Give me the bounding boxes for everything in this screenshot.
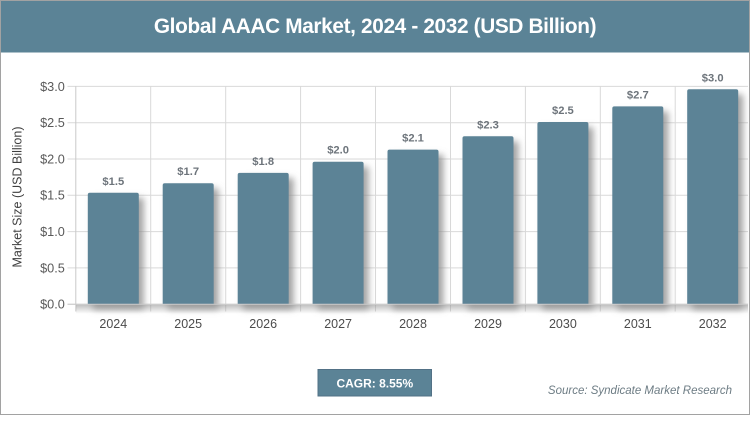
svg-text:2026: 2026 (249, 317, 277, 331)
svg-text:$2.5: $2.5 (40, 116, 65, 130)
svg-text:2030: 2030 (549, 317, 577, 331)
svg-text:$0.0: $0.0 (40, 298, 65, 312)
svg-text:$2.5: $2.5 (552, 105, 574, 117)
svg-text:2024: 2024 (99, 317, 127, 331)
svg-text:$1.5: $1.5 (40, 189, 65, 203)
svg-text:$1.5: $1.5 (102, 176, 124, 188)
svg-text:$3.0: $3.0 (702, 72, 724, 84)
svg-text:$1.7: $1.7 (177, 166, 199, 178)
svg-text:CAGR: 8.55%: CAGR: 8.55% (336, 377, 413, 391)
svg-text:2027: 2027 (324, 317, 352, 331)
svg-text:$3.0: $3.0 (40, 80, 65, 94)
svg-text:$0.5: $0.5 (40, 261, 65, 275)
svg-text:$2.7: $2.7 (627, 89, 649, 101)
svg-text:$1.0: $1.0 (40, 225, 65, 239)
svg-text:$2.1: $2.1 (402, 133, 424, 145)
svg-text:$2.0: $2.0 (40, 152, 65, 166)
svg-text:Source: Syndicate Market Resea: Source: Syndicate Market Research (548, 385, 732, 397)
svg-text:$1.8: $1.8 (252, 156, 274, 168)
svg-text:2028: 2028 (399, 317, 427, 331)
svg-text:$2.0: $2.0 (327, 145, 349, 157)
svg-text:Market Size (USD Billion): Market Size (USD Billion) (11, 126, 25, 267)
svg-text:2032: 2032 (699, 317, 727, 331)
svg-text:2029: 2029 (474, 317, 502, 331)
svg-text:2025: 2025 (174, 317, 202, 331)
svg-text:Global AAAC Market, 2024 - 203: Global AAAC Market, 2024 - 2032 (USD Bil… (154, 15, 596, 38)
svg-text:2031: 2031 (624, 317, 652, 331)
svg-text:$2.3: $2.3 (477, 119, 499, 131)
